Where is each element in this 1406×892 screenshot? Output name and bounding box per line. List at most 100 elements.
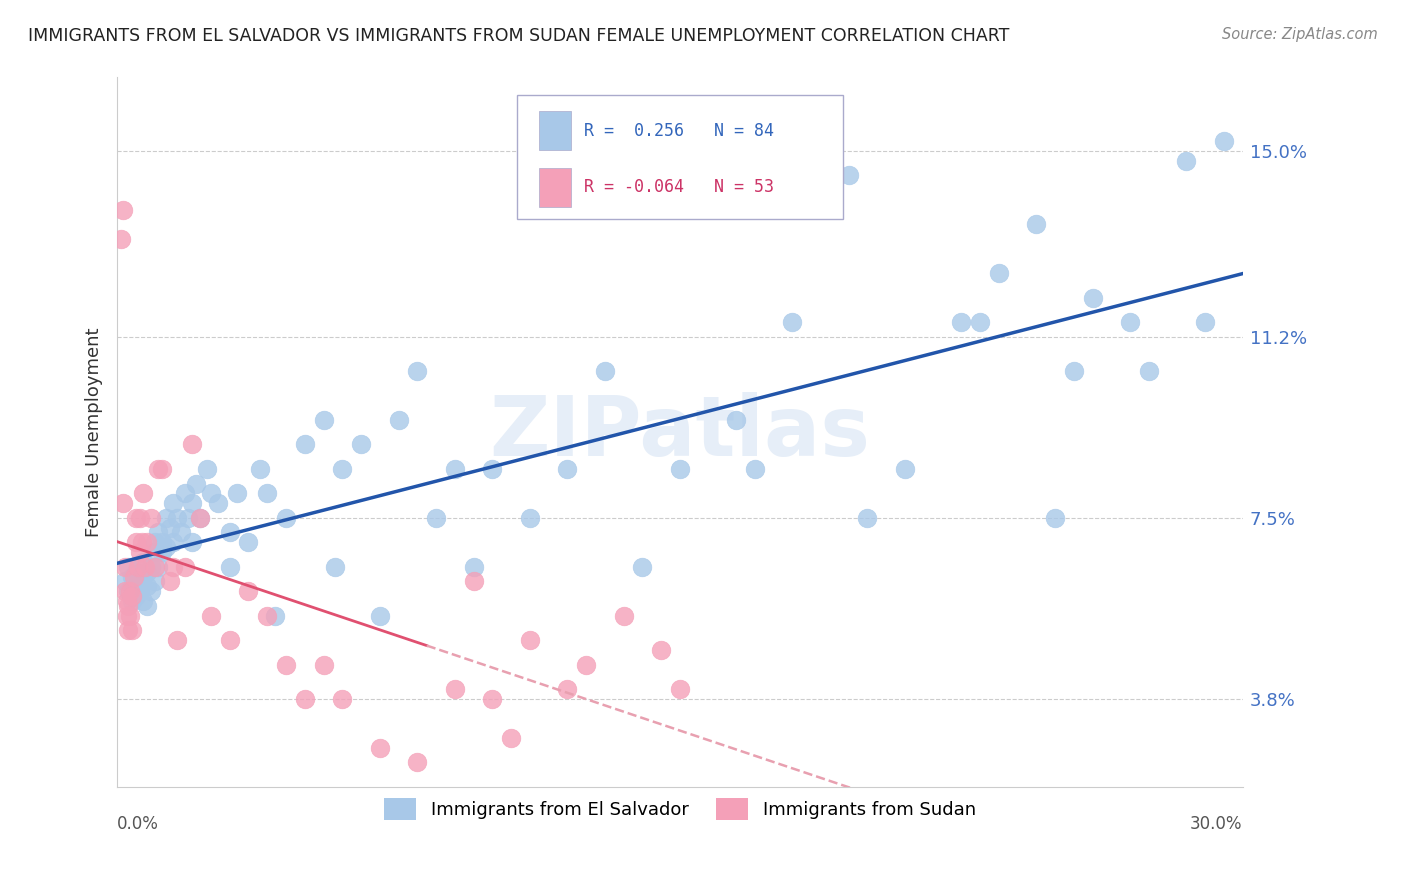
Point [184,476,207,491]
Point [120,608,142,623]
Point [136,535,159,549]
Point [132,594,155,608]
Point [127,559,149,574]
Point [987,266,1010,280]
Point [256,486,278,500]
Point [782,315,804,329]
Point [312,413,335,427]
Point [131,535,153,549]
Point [226,486,249,500]
Point [406,364,429,378]
Point [1194,315,1216,329]
Point [115,594,138,608]
Point [481,691,503,706]
Point [894,462,917,476]
Point [155,511,177,525]
Point [1212,134,1234,148]
Text: R =  0.256   N = 84: R = 0.256 N = 84 [585,121,775,140]
Point [121,594,143,608]
Point [121,624,143,638]
Point [195,462,218,476]
Point [838,169,860,183]
Point [155,540,177,554]
Point [139,511,162,525]
Point [150,535,173,549]
Point [110,232,132,246]
Text: IMMIGRANTS FROM EL SALVADOR VS IMMIGRANTS FROM SUDAN FEMALE UNEMPLOYMENT CORRELA: IMMIGRANTS FROM EL SALVADOR VS IMMIGRANT… [28,27,1010,45]
Point [650,643,672,657]
Point [132,486,155,500]
Legend: Immigrants from El Salvador, Immigrants from Sudan: Immigrants from El Salvador, Immigrants … [377,791,983,828]
Point [1025,217,1047,231]
Point [669,462,692,476]
Point [143,545,166,559]
Point [312,657,335,672]
Point [159,574,181,589]
Point [166,633,188,648]
Point [148,559,170,574]
Point [238,584,260,599]
Point [368,608,391,623]
Point [121,589,143,603]
Bar [540,112,571,150]
Point [368,740,391,755]
Point [1175,153,1198,168]
Point [132,569,155,583]
Point [111,496,134,510]
Text: ZIPatlas: ZIPatlas [489,392,870,473]
Point [117,584,139,599]
Point [1137,364,1160,378]
Point [117,559,139,574]
Point [481,462,503,476]
Point [114,584,136,599]
Point [631,559,654,574]
Point [323,559,346,574]
Point [519,633,541,648]
Point [148,462,170,476]
Bar [540,168,571,207]
Point [115,608,138,623]
Text: Source: ZipAtlas.com: Source: ZipAtlas.com [1222,27,1378,42]
Point [443,462,465,476]
Y-axis label: Female Unemployment: Female Unemployment [86,327,103,537]
Point [249,462,271,476]
Point [519,511,541,525]
Point [181,496,204,510]
Point [173,559,195,574]
Point [463,559,485,574]
Point [125,511,148,525]
Point [143,535,166,549]
Point [117,624,139,638]
Point [181,437,204,451]
Point [274,511,297,525]
Text: R = -0.064   N = 53: R = -0.064 N = 53 [585,178,775,196]
Point [274,657,297,672]
Point [1043,511,1066,525]
Point [263,608,285,623]
Point [150,545,173,559]
Point [162,559,184,574]
Point [593,364,616,378]
Point [238,535,260,549]
Point [575,657,598,672]
Point [218,633,240,648]
Point [950,315,973,329]
Point [463,574,485,589]
Point [177,511,200,525]
Point [181,535,204,549]
Point [200,608,222,623]
Point [744,462,766,476]
Point [122,569,145,583]
Point [1063,364,1085,378]
Point [128,545,150,559]
Point [128,511,150,525]
Point [557,462,579,476]
Point [162,535,184,549]
Text: 30.0%: 30.0% [1189,815,1243,833]
Point [969,315,991,329]
Point [387,413,409,427]
Point [117,599,139,613]
Point [499,731,522,745]
Point [114,559,136,574]
Point [1081,291,1104,305]
